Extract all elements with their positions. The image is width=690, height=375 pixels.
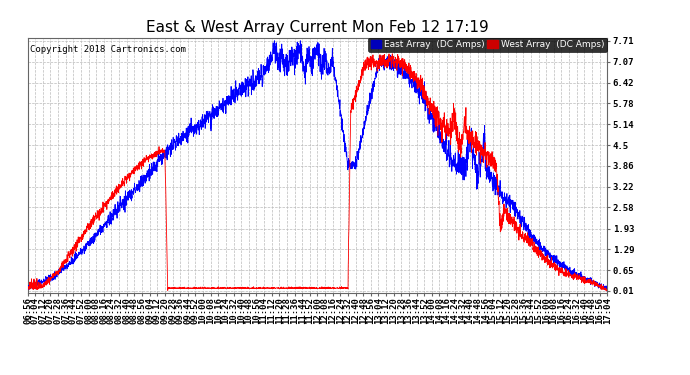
Title: East & West Array Current Mon Feb 12 17:19: East & West Array Current Mon Feb 12 17:… (146, 20, 489, 35)
Text: Copyright 2018 Cartronics.com: Copyright 2018 Cartronics.com (30, 45, 186, 54)
Legend: East Array  (DC Amps), West Array  (DC Amps): East Array (DC Amps), West Array (DC Amp… (368, 38, 607, 52)
